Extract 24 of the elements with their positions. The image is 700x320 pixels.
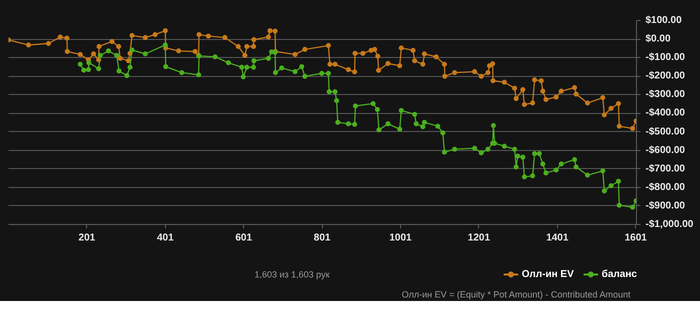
y-tick-label: -$800.00 [646,182,686,193]
y-tick-label: -$100.00 [646,52,686,64]
x-tick-label: 1401 [546,232,569,244]
y-tick-label: $100.00 [646,15,682,26]
y-tick-label: -$900.00 [646,200,686,212]
y-tick-label: -$300.00 [646,89,686,100]
y-tick-label: -$1,000.00 [646,219,694,230]
y-tick-label: -$500.00 [646,126,686,138]
x-tick-label: 1001 [389,232,412,244]
y-tick-label: -$400.00 [646,108,686,119]
x-tick-label: 1201 [468,232,490,244]
y-tick-label: -$200.00 [646,70,686,82]
x-tick-label: 601 [235,232,252,244]
x-tick-label: 801 [314,232,331,244]
y-tick-label: -$700.00 [646,163,686,174]
x-tick-label: 401 [156,232,174,244]
x-tick-label: 201 [78,232,96,244]
text: Олл-ин EV = (Equity * Pot Amount) - Contributed Amount [402,290,631,300]
text: 1,603 из 1,603 рук [254,270,330,280]
y-tick-label: -$600.00 [646,144,686,156]
x-tick-label: 1601 [624,232,648,244]
legend-label: Олл-ин EV [522,269,574,280]
y-tick-label: $0.00 [646,34,671,45]
legend-label: баланс [602,269,638,280]
